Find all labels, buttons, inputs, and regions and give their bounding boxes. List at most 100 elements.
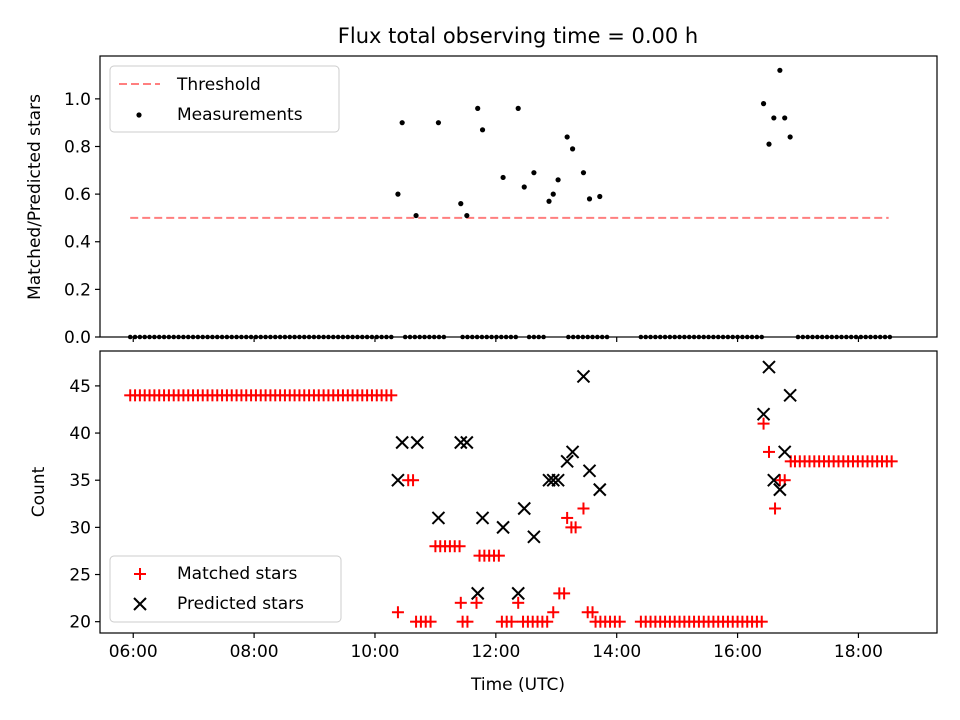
measurement-point	[597, 193, 603, 200]
x-axis-label: Time (UTC)	[470, 675, 565, 695]
top-legend-box	[109, 65, 340, 133]
matched-star-point	[407, 474, 420, 487]
bottom-plot-frame	[99, 350, 938, 634]
matched-star-point	[453, 540, 466, 553]
measurement-point	[413, 212, 419, 219]
matched-star-point	[561, 511, 574, 524]
predicted-star-point	[475, 511, 490, 525]
predicted-star-point	[527, 530, 541, 544]
predicted-star-point	[593, 482, 607, 497]
predicted-star-point	[517, 501, 531, 516]
predicted-star-point	[471, 586, 485, 601]
matched-star-point	[424, 615, 437, 628]
predicted-star-point	[762, 360, 776, 374]
measurement-point	[586, 196, 593, 202]
legend-matched-swatch	[134, 568, 146, 580]
top-y-axis-label: Matched/Predicted stars	[25, 94, 45, 300]
predicted-star-point	[560, 454, 574, 469]
predicted-star-point	[454, 435, 468, 450]
predicted-star-point	[395, 435, 409, 450]
predicted-star-point	[783, 388, 797, 403]
predicted-star-point	[778, 445, 792, 459]
predicted-star-point	[511, 586, 525, 601]
top-y-tick-label: 0.8	[64, 137, 91, 157]
measurement-point	[550, 191, 556, 197]
matched-star-point	[885, 455, 898, 468]
predicted-star-point	[546, 473, 560, 487]
measurement-point	[458, 201, 464, 207]
bottom-x-tick-label: 06:00	[109, 642, 158, 662]
bottom-y-tick-label: 35	[69, 471, 91, 491]
predicted-star-point	[565, 445, 580, 459]
matched-star-point	[586, 606, 599, 619]
matched-star-point	[541, 615, 554, 628]
measurement-point	[766, 141, 772, 147]
predicted-star-point	[496, 520, 510, 535]
measurement-point	[782, 115, 788, 121]
measurement-point	[500, 174, 506, 181]
measurement-point	[564, 134, 570, 140]
measurement-point	[569, 146, 576, 152]
top-y-tick-label: 0.0	[64, 328, 91, 348]
matched-star-point	[613, 615, 626, 628]
top-y-tick-label: 0.6	[64, 185, 91, 205]
bottom-axes: 20 25 30 35 40 45 06:00 08:00 10:00 12:00 14:00 16:…	[69, 377, 883, 662]
bottom-y-tick-label: 45	[69, 377, 91, 397]
predicted-star-point	[431, 511, 446, 525]
measurement-point	[777, 67, 783, 73]
bottom-x-tick-label: 12:00	[471, 642, 520, 662]
predicted-star-point	[391, 473, 405, 487]
measurement-point	[399, 120, 405, 126]
matched-star-point	[461, 615, 474, 628]
matched-star-point	[558, 587, 571, 600]
matched-star-point	[512, 596, 525, 609]
legend-predicted-swatch	[133, 597, 147, 611]
top-y-tick-label: 0.2	[64, 280, 91, 300]
measurement-point	[435, 120, 442, 126]
chart-title: Flux total observing time = 0.00 h	[338, 24, 698, 48]
predicted-star-point	[410, 435, 424, 450]
measurement-point	[760, 101, 767, 107]
matched-star-point	[762, 445, 775, 458]
top-axes: 0.0 0.2 0.4 0.6 0.8 1.0	[64, 90, 860, 348]
measurement-point	[479, 127, 486, 133]
legend-measurements-label: Measurements	[177, 105, 303, 125]
matched-star-point	[492, 549, 505, 562]
predicted-star-point	[582, 464, 597, 478]
measurement-point	[464, 212, 470, 219]
legend-measurements-swatch	[136, 112, 142, 118]
matched-star-point	[757, 417, 770, 430]
measurement-point	[787, 134, 793, 140]
matched-star-point	[569, 521, 582, 534]
predicted-star-point	[576, 369, 591, 384]
predicted-star-point	[551, 473, 565, 487]
matched-star-point	[577, 502, 590, 515]
bottom-y-tick-label: 40	[69, 424, 91, 444]
measurement-point	[515, 105, 521, 111]
bottom-y-tick-label: 20	[69, 613, 91, 633]
matched-star-point	[755, 615, 768, 628]
measurement-point	[531, 170, 537, 176]
top-legend: Threshold Measurements	[109, 65, 340, 133]
legend-threshold-label: Threshold	[176, 75, 261, 95]
bottom-y-tick-label: 30	[69, 518, 91, 538]
top-y-tick-label: 1.0	[64, 90, 91, 110]
bottom-y-tick-label: 25	[69, 566, 91, 586]
predicted-star-point	[460, 435, 474, 450]
bottom-plot-marks	[124, 360, 898, 628]
predicted-star-point	[756, 407, 771, 421]
bottom-legend: Matched stars Predicted stars	[109, 555, 342, 623]
measurement-point	[395, 191, 401, 197]
measurement-point	[771, 115, 777, 121]
matched-star-point	[470, 596, 483, 609]
measurement-point	[521, 184, 527, 190]
legend-matched-label: Matched stars	[177, 564, 297, 584]
bottom-x-tick-label: 14:00	[592, 642, 641, 662]
matched-star-point	[454, 596, 467, 609]
bottom-x-tick-label: 08:00	[230, 642, 279, 662]
measurement-point	[546, 198, 552, 204]
matched-star-point	[505, 615, 518, 628]
measurement-point	[580, 170, 587, 176]
bottom-legend-box	[109, 555, 342, 623]
